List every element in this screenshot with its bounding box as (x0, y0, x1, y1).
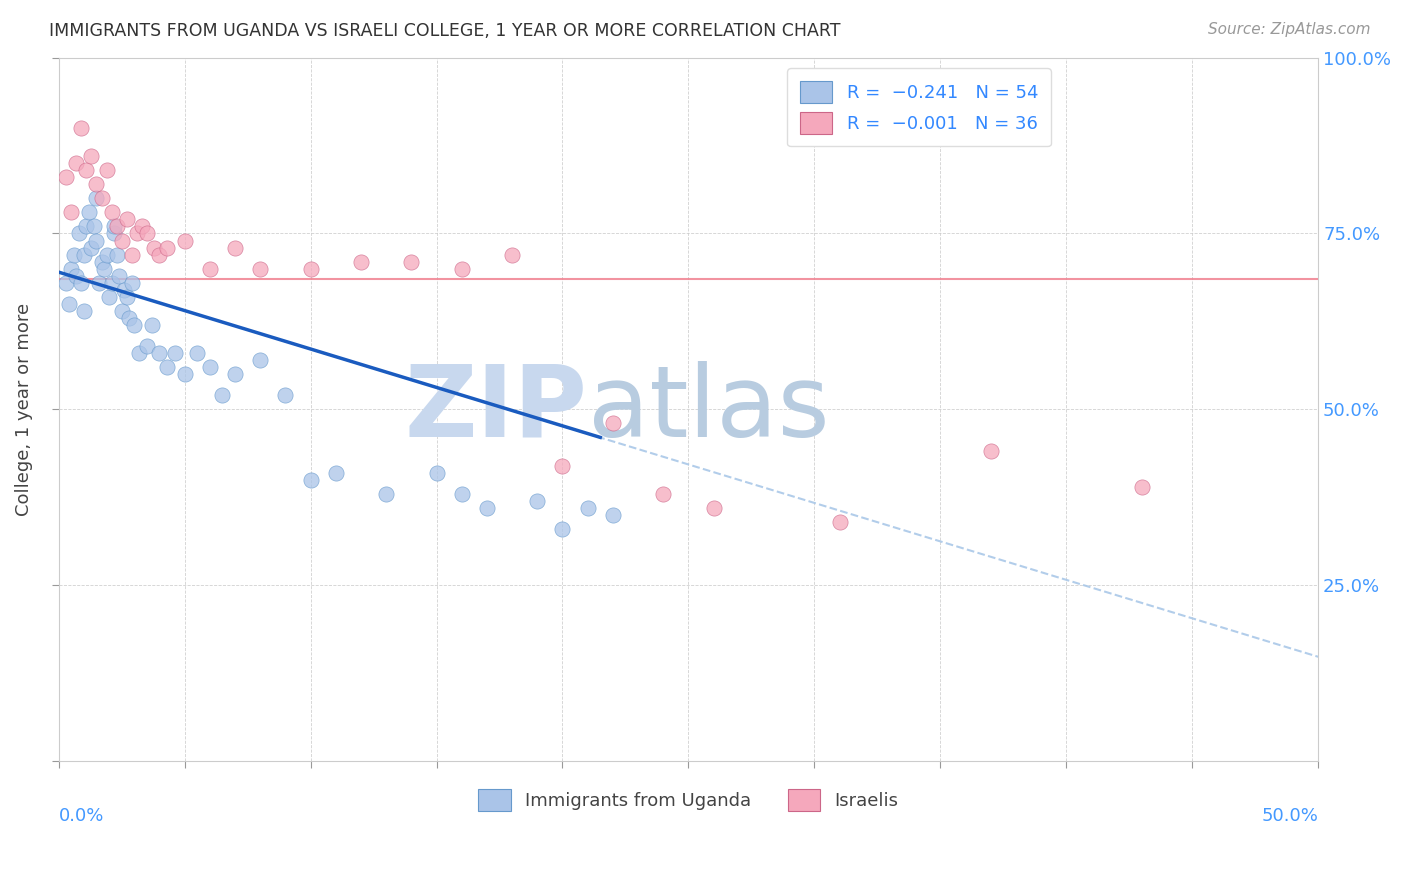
Point (211, 388, 233, 402)
Text: 50.0%: 50.0% (1261, 806, 1319, 824)
Point (60, 205, 83, 219)
Point (375, 486, 398, 500)
Point (121, 247, 143, 261)
Point (115, 290, 138, 304)
Point (73, 303, 96, 318)
Point (96, 247, 118, 261)
Point (73, 247, 96, 261)
Point (118, 310, 141, 325)
Point (98, 290, 121, 304)
Point (70, 276, 93, 290)
Point (55, 276, 77, 290)
Point (299, 261, 322, 276)
Point (93, 261, 115, 276)
Point (141, 318, 163, 332)
Point (249, 261, 271, 276)
Point (67, 227, 90, 241)
Point (148, 346, 170, 360)
Point (83, 219, 105, 234)
Point (125, 227, 148, 241)
Point (58, 297, 80, 311)
Point (475, 500, 498, 515)
Point (100, 276, 122, 290)
Point (501, 247, 523, 261)
Point (65, 156, 87, 170)
Point (576, 500, 599, 515)
Point (224, 367, 246, 381)
Point (65, 268, 87, 283)
Point (249, 353, 271, 368)
Point (652, 486, 675, 500)
Point (86, 234, 108, 248)
Point (111, 303, 134, 318)
Point (173, 367, 195, 381)
Point (350, 254, 373, 268)
Point (77, 205, 100, 219)
Point (299, 473, 322, 487)
Point (80, 241, 103, 255)
Point (131, 219, 153, 234)
Point (128, 346, 150, 360)
Point (75, 163, 97, 178)
Legend: Immigrants from Uganda, Israelis: Immigrants from Uganda, Israelis (471, 782, 905, 819)
Text: IMMIGRANTS FROM UGANDA VS ISRAELI COLLEGE, 1 YEAR OR MORE CORRELATION CHART: IMMIGRANTS FROM UGANDA VS ISRAELI COLLEG… (49, 22, 841, 40)
Point (60, 261, 83, 276)
Text: Source: ZipAtlas.com: Source: ZipAtlas.com (1208, 22, 1371, 37)
Point (156, 241, 179, 255)
Point (143, 241, 166, 255)
Point (112, 283, 135, 297)
Point (80, 149, 103, 163)
Point (828, 515, 851, 529)
Point (135, 339, 157, 353)
Point (135, 227, 157, 241)
Point (198, 360, 221, 375)
Text: ZIP: ZIP (405, 360, 588, 458)
Point (450, 486, 472, 500)
Point (121, 276, 143, 290)
Point (103, 219, 125, 234)
Point (86, 178, 108, 192)
Point (90, 254, 112, 268)
Text: 0.0%: 0.0% (59, 806, 104, 824)
Point (703, 500, 725, 515)
Point (100, 205, 122, 219)
Point (122, 318, 145, 332)
Point (526, 493, 548, 508)
Point (551, 522, 574, 536)
Point (115, 212, 138, 227)
Point (105, 219, 128, 234)
Point (75, 219, 97, 234)
Point (103, 227, 125, 241)
Point (173, 234, 195, 248)
Point (186, 346, 208, 360)
Text: atlas: atlas (588, 360, 830, 458)
Point (551, 458, 574, 473)
Point (87, 276, 110, 290)
Point (148, 247, 170, 261)
Point (96, 163, 118, 178)
Point (325, 466, 347, 480)
Point (401, 254, 423, 268)
Y-axis label: College, 1 year or more: College, 1 year or more (15, 302, 32, 516)
Point (163, 346, 186, 360)
Point (62, 247, 84, 261)
Point (198, 261, 221, 276)
Point (602, 508, 624, 522)
Point (105, 247, 128, 261)
Point (602, 417, 624, 431)
Point (1130, 480, 1153, 494)
Point (224, 241, 246, 255)
Point (156, 360, 179, 375)
Point (108, 268, 131, 283)
Point (111, 234, 134, 248)
Point (90, 191, 112, 205)
Point (980, 444, 1002, 458)
Point (450, 261, 472, 276)
Point (70, 120, 93, 135)
Point (55, 170, 77, 185)
Point (86, 191, 108, 205)
Point (274, 388, 297, 402)
Point (425, 466, 447, 480)
